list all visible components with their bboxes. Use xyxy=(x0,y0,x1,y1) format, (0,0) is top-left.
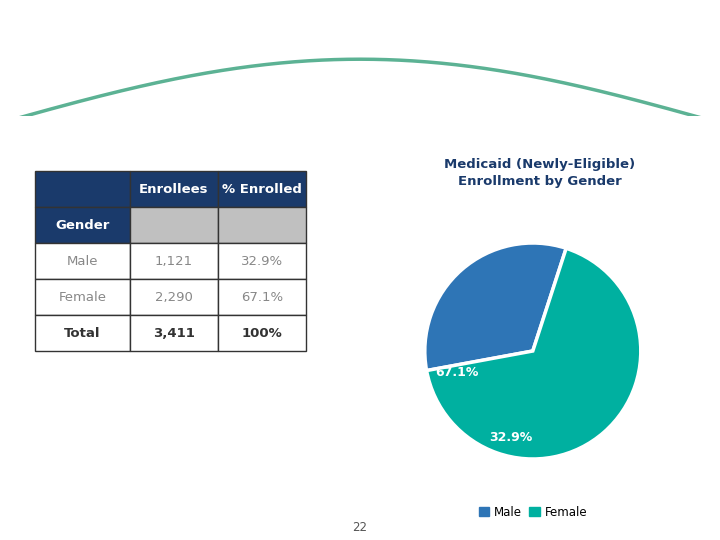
Text: Medicaid (Newly-Eligible)
Enrollment by Gender: Medicaid (Newly-Eligible) Enrollment by … xyxy=(444,158,636,188)
Bar xyxy=(218,207,306,243)
Text: 22: 22 xyxy=(353,521,367,534)
Text: 2,290: 2,290 xyxy=(155,291,193,303)
Bar xyxy=(35,207,130,243)
Text: 67.1%: 67.1% xyxy=(436,366,479,379)
Bar xyxy=(130,315,218,351)
Text: % Enrolled: % Enrolled xyxy=(222,183,302,195)
Bar xyxy=(218,279,306,315)
Wedge shape xyxy=(426,248,641,459)
Text: Gender: Gender xyxy=(55,219,109,232)
Bar xyxy=(35,171,130,207)
Bar xyxy=(35,279,130,315)
Wedge shape xyxy=(425,243,566,370)
Text: 32.9%: 32.9% xyxy=(241,254,283,268)
Text: Female: Female xyxy=(58,291,107,303)
Bar xyxy=(130,279,218,315)
Text: 67.1%: 67.1% xyxy=(241,291,283,303)
Text: 3,411: 3,411 xyxy=(153,327,195,340)
Text: 1,121: 1,121 xyxy=(155,254,193,268)
Bar xyxy=(35,315,130,351)
Text: Male: Male xyxy=(67,254,98,268)
Bar xyxy=(130,171,218,207)
Bar xyxy=(35,243,130,279)
Text: Total: Total xyxy=(64,327,101,340)
Legend: Male, Female: Male, Female xyxy=(474,501,592,523)
Text: 32.9%: 32.9% xyxy=(490,431,533,444)
Text: Medicaid (Newly Eligible) Enrollment Update:
Comparison by Gender: Medicaid (Newly Eligible) Enrollment Upd… xyxy=(22,25,556,69)
Bar xyxy=(218,243,306,279)
Bar xyxy=(218,315,306,351)
Bar xyxy=(130,243,218,279)
Text: 100%: 100% xyxy=(242,327,282,340)
Bar xyxy=(218,171,306,207)
Bar xyxy=(130,207,218,243)
Text: Enrollees: Enrollees xyxy=(139,183,209,195)
